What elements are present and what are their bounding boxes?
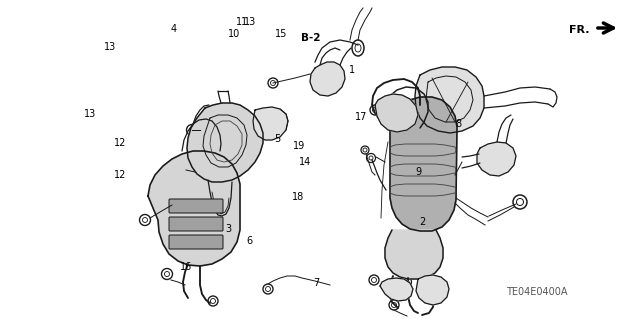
Text: 12: 12 <box>114 138 127 148</box>
Polygon shape <box>187 103 263 182</box>
Polygon shape <box>385 230 443 279</box>
Polygon shape <box>310 62 345 96</box>
Text: 7: 7 <box>313 278 319 288</box>
Text: 10: 10 <box>227 29 240 40</box>
Text: 13: 13 <box>84 109 97 119</box>
FancyBboxPatch shape <box>169 235 223 249</box>
Text: 4: 4 <box>171 24 177 34</box>
Text: 15: 15 <box>275 29 288 40</box>
Text: 18: 18 <box>292 192 305 202</box>
Text: 5: 5 <box>274 134 280 144</box>
Text: 16: 16 <box>179 262 192 272</box>
Polygon shape <box>415 67 484 133</box>
Polygon shape <box>375 94 418 132</box>
Text: 14: 14 <box>299 157 312 167</box>
Text: 6: 6 <box>246 236 253 246</box>
Text: FR.: FR. <box>568 25 589 35</box>
Polygon shape <box>477 142 516 176</box>
Polygon shape <box>416 275 449 305</box>
Text: 3: 3 <box>225 224 232 234</box>
Text: 12: 12 <box>114 170 127 180</box>
Text: 13: 13 <box>104 42 116 52</box>
FancyBboxPatch shape <box>169 217 223 231</box>
Polygon shape <box>380 278 413 301</box>
Text: 1: 1 <box>349 64 355 75</box>
Text: 8: 8 <box>455 119 461 130</box>
Text: B-2: B-2 <box>301 33 321 43</box>
Text: 9: 9 <box>415 167 422 177</box>
Text: 19: 19 <box>293 141 306 151</box>
Polygon shape <box>253 107 288 140</box>
Polygon shape <box>390 97 457 231</box>
Text: 17: 17 <box>355 112 368 122</box>
Text: 13: 13 <box>243 17 256 27</box>
Polygon shape <box>148 151 240 266</box>
FancyBboxPatch shape <box>169 199 223 213</box>
Text: 11: 11 <box>236 17 248 27</box>
Text: TE04E0400A: TE04E0400A <box>506 287 567 297</box>
Text: 2: 2 <box>419 217 426 227</box>
